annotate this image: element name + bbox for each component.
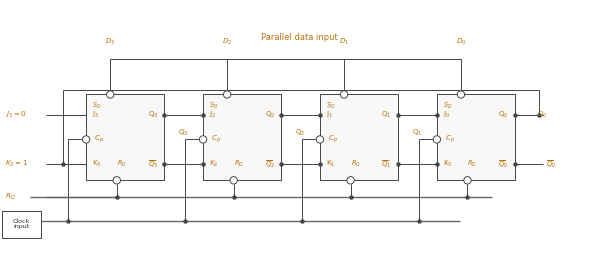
Bar: [320, 94, 398, 180]
Circle shape: [83, 136, 90, 143]
Text: $S_D$: $S_D$: [209, 101, 218, 111]
Text: $J_3 = 0$: $J_3 = 0$: [5, 110, 27, 120]
Text: K$_{2}$: K$_{2}$: [209, 159, 218, 169]
Text: Q$_{3}$: Q$_{3}$: [178, 128, 189, 138]
Circle shape: [464, 177, 471, 184]
Text: $C_p$: $C_p$: [445, 134, 455, 145]
Text: Q$_{3}$: Q$_{3}$: [148, 110, 158, 120]
Circle shape: [457, 91, 465, 98]
Text: K$_{1}$: K$_{1}$: [326, 159, 335, 169]
Text: $S_D$: $S_D$: [326, 101, 335, 111]
Text: Q$_{1}$: Q$_{1}$: [382, 110, 392, 120]
Circle shape: [107, 91, 114, 98]
Circle shape: [433, 136, 441, 143]
Bar: [437, 94, 514, 180]
Text: $D_0$: $D_0$: [455, 37, 466, 47]
Bar: [203, 94, 281, 180]
Text: Parallel data input: Parallel data input: [261, 33, 337, 42]
Text: $K_3 = 1$: $K_3 = 1$: [5, 159, 28, 169]
Text: $S_D$: $S_D$: [442, 101, 452, 111]
Text: Q$_0$: Q$_0$: [537, 110, 548, 120]
Text: $R_D$: $R_D$: [234, 159, 244, 169]
Text: $D_2$: $D_2$: [222, 37, 232, 47]
Text: $\overline{Q}_{3}$: $\overline{Q}_{3}$: [148, 158, 158, 170]
Text: $R_D$: $R_D$: [5, 191, 15, 202]
Text: $\overline{Q}_0$: $\overline{Q}_0$: [546, 158, 556, 170]
Circle shape: [199, 136, 206, 143]
Text: $C_p$: $C_p$: [94, 134, 104, 145]
Bar: [86, 94, 164, 180]
Circle shape: [224, 91, 231, 98]
Text: $R_D$: $R_D$: [350, 159, 360, 169]
Text: J$_{0}$: J$_{0}$: [442, 110, 450, 120]
Text: $C_p$: $C_p$: [211, 134, 221, 145]
Text: $R_D$: $R_D$: [117, 159, 126, 169]
Text: $C_p$: $C_p$: [328, 134, 338, 145]
Text: K$_{0}$: K$_{0}$: [442, 159, 453, 169]
Text: $S_D$: $S_D$: [92, 101, 101, 111]
Text: $\overline{Q}_{2}$: $\overline{Q}_{2}$: [264, 158, 275, 170]
Text: $D_1$: $D_1$: [339, 37, 349, 47]
Text: $R_D$: $R_D$: [467, 159, 477, 169]
Bar: [2, 211, 41, 238]
Text: J$_{3}$: J$_{3}$: [92, 110, 99, 120]
Circle shape: [230, 177, 237, 184]
Text: J$_{2}$: J$_{2}$: [209, 110, 216, 120]
Text: Q$_{0}$: Q$_{0}$: [498, 110, 509, 120]
Circle shape: [347, 177, 354, 184]
Text: $\overline{Q}_{0}$: $\overline{Q}_{0}$: [498, 158, 509, 170]
Text: $D_3$: $D_3$: [105, 37, 116, 47]
Text: Q$_{2}$: Q$_{2}$: [264, 110, 275, 120]
Text: Clock
input: Clock input: [13, 219, 30, 229]
Text: J$_{1}$: J$_{1}$: [326, 110, 333, 120]
Text: K$_{3}$: K$_{3}$: [92, 159, 101, 169]
Circle shape: [340, 91, 348, 98]
Text: Q$_{2}$: Q$_{2}$: [295, 128, 306, 138]
Text: $\overline{Q}_{1}$: $\overline{Q}_{1}$: [382, 158, 392, 170]
Circle shape: [316, 136, 323, 143]
Circle shape: [113, 177, 120, 184]
Text: Q$_{1}$: Q$_{1}$: [412, 128, 422, 138]
